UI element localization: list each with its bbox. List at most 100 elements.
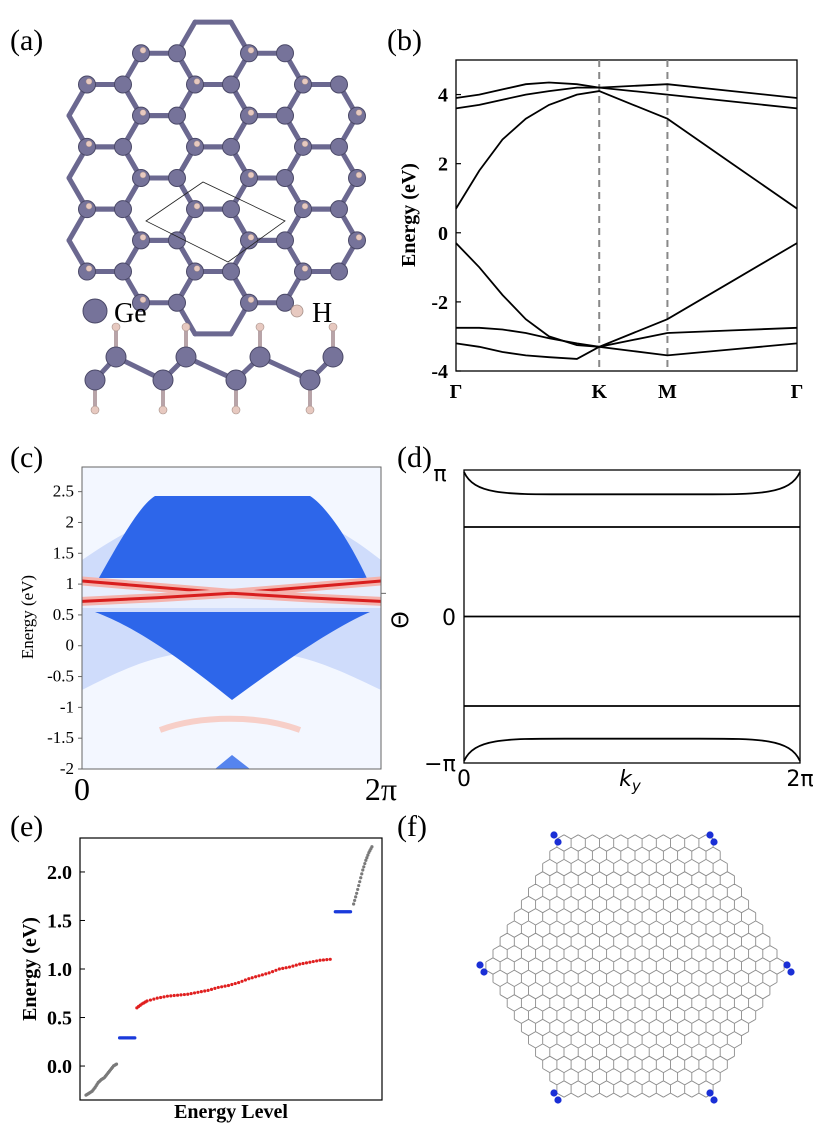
- corner-high-point: [348, 910, 353, 914]
- corner-state-dot: [710, 838, 718, 846]
- bulk-high-point: [366, 853, 370, 857]
- bulk-conduction-region: [95, 496, 370, 585]
- panel-label-a: (a): [10, 24, 44, 57]
- c-xtick-2pi: 2π: [365, 771, 397, 807]
- bulk-bottom-tip: [215, 755, 250, 769]
- hexagonal-flake-lattice: [485, 834, 785, 1098]
- corner-state-dot: [706, 831, 714, 839]
- corner-states: [476, 831, 795, 1104]
- corner-state-dot: [550, 1089, 558, 1097]
- y-axis-ticks: 4 2 0 -2 -4: [431, 85, 461, 383]
- edge-point: [186, 992, 190, 996]
- d-xtick-2pi: 2π: [786, 767, 813, 792]
- bulk-high-point: [352, 902, 356, 906]
- edge-point: [301, 961, 305, 966]
- edge-point: [298, 962, 302, 966]
- edge-point: [220, 985, 224, 989]
- edge-point: [311, 959, 315, 964]
- b-ylabel: Energy (eV): [398, 163, 420, 267]
- panel-label-c: (c): [10, 441, 44, 474]
- corner-state-dot: [554, 1096, 562, 1104]
- band-band6: [455, 81, 798, 99]
- edge-point: [240, 979, 244, 983]
- edge-point: [281, 966, 285, 970]
- edge-point: [223, 984, 227, 988]
- band-lines: [455, 81, 798, 360]
- bulk-high-point: [361, 868, 365, 872]
- panel-label-b: (b): [387, 24, 422, 57]
- d-ylabel: Θ: [389, 611, 414, 628]
- edge-point: [318, 958, 322, 962]
- band-band2: [455, 242, 798, 348]
- edge-point: [199, 990, 203, 994]
- edge-point: [148, 998, 153, 1002]
- c-ytick-label: -2: [60, 759, 74, 778]
- edge-point: [287, 965, 292, 969]
- c-xtick-0: 0: [74, 771, 90, 807]
- edge-point: [159, 995, 163, 1000]
- edge-point: [169, 994, 173, 998]
- edge-point: [196, 990, 200, 994]
- e-ytick-label: 1.5: [47, 910, 72, 932]
- bulk-high-point: [365, 856, 369, 860]
- edge-point: [291, 964, 295, 968]
- edge-point: [162, 995, 166, 999]
- e-ytick-label: 0.0: [47, 1056, 72, 1078]
- edge-point: [315, 959, 319, 963]
- y-axis-ticks: 2.5 2 1.5 1 0.5 0 -0.5 -1 -1.5 -2: [47, 482, 386, 778]
- e-ylabel: Energy (eV): [19, 917, 41, 1021]
- edge-point: [321, 958, 326, 962]
- bulk-high-point: [370, 845, 374, 849]
- edge-point: [233, 981, 237, 986]
- b-ytick-label: 4: [438, 85, 448, 107]
- edge-point: [284, 966, 288, 970]
- edge-point: [277, 967, 281, 971]
- c-ytick-label: 2: [66, 512, 75, 531]
- c-ytick-label: 0.5: [53, 605, 74, 624]
- edge-point: [243, 978, 248, 982]
- panel-label-d: (d): [397, 441, 432, 474]
- corner-state-dot: [710, 1096, 718, 1104]
- c-ytick-label: 0: [66, 636, 75, 655]
- c-ytick-label: -0.5: [47, 667, 74, 686]
- corner-state-dot: [476, 961, 484, 969]
- edge-lower: [82, 591, 381, 603]
- bulk-low-point: [114, 1062, 119, 1066]
- edge-point: [325, 958, 329, 962]
- e-ytick-label: 2.0: [47, 862, 72, 884]
- c-ytick-label: 1: [66, 574, 75, 593]
- bulk-high-point: [353, 898, 357, 903]
- c-ytick-label: -1: [60, 697, 74, 716]
- faint-feature: [158, 715, 302, 733]
- edge-point: [206, 988, 210, 992]
- edge-point: [230, 982, 234, 987]
- b-ytick-label: 2: [438, 154, 448, 176]
- c-ytick-label: 2.5: [53, 482, 74, 501]
- edge-point: [264, 972, 268, 976]
- edge-point: [216, 985, 220, 990]
- edge-point: [257, 974, 261, 978]
- e-ytick-label: 1.0: [47, 959, 72, 981]
- edge-point: [270, 969, 275, 974]
- bulk-high-point: [356, 887, 360, 892]
- b-ytick-label: -2: [431, 292, 448, 314]
- b-xtick-label: Γ: [450, 381, 463, 403]
- band-plot-frame: [455, 59, 798, 372]
- panel-label-f: (f): [397, 810, 427, 843]
- edge-point: [250, 976, 254, 980]
- edge-point: [155, 996, 159, 1000]
- edge-point: [274, 968, 278, 972]
- b-xtick-label: Γ: [791, 381, 804, 403]
- bulk-valence-region: [95, 612, 370, 700]
- edge-point: [294, 963, 298, 967]
- edge-point: [175, 993, 180, 997]
- b-ytick-label: -4: [431, 361, 448, 383]
- energy-level-points: [84, 845, 374, 1097]
- corner-state-dot: [554, 838, 562, 846]
- bulk-high-point: [358, 880, 362, 884]
- corner-state-dot: [550, 831, 558, 839]
